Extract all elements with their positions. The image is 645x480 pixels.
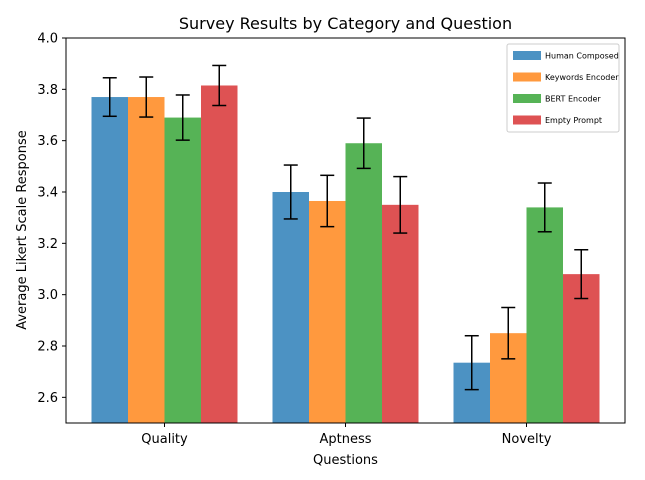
x-tick-label-novelty: Novelty	[502, 432, 552, 447]
y-tick-label: 3.8	[37, 83, 58, 98]
bar-keywords-encoder-aptness	[309, 200, 346, 423]
y-tick-label: 2.8	[37, 340, 58, 355]
x-tick-label-aptness: Aptness	[319, 432, 371, 447]
plot-area: 2.6 2.8 3.0 3.2 3.4 3.6 3.8 4.0 Quality Aptness No…	[37, 32, 626, 447]
legend-box	[506, 43, 620, 133]
y-axis-label: Average Likert Scale Response	[15, 130, 30, 330]
y-tick-label: 4.0	[37, 32, 58, 47]
bar-empty-prompt-aptness	[382, 204, 419, 423]
y-tick-label: 3.0	[37, 288, 58, 303]
y-tick-label: 3.6	[37, 134, 58, 149]
bar-human-composed-aptness	[272, 192, 309, 423]
bar-bert-encoder-quality	[164, 117, 201, 424]
legend-label: Keywords Encoder	[545, 73, 619, 82]
x-tick-label-quality: Quality	[141, 432, 188, 447]
legend-swatch	[513, 51, 541, 60]
legend: Human Composed Keywords Encoder BERT Encod…	[506, 43, 620, 133]
bar-keywords-encoder-quality	[128, 97, 165, 424]
legend-label: BERT Encoder	[545, 95, 601, 104]
legend-swatch	[513, 72, 541, 82]
y-tick-label: 3.4	[37, 186, 58, 201]
chart-title: Survey Results by Category and Question	[179, 14, 512, 33]
legend-swatch	[513, 115, 541, 125]
y-tick-label: 3.2	[37, 237, 58, 252]
legend-label: Empty Prompt	[545, 116, 602, 125]
bar-bert-encoder-aptness	[345, 143, 382, 423]
bar-empty-prompt-quality	[201, 85, 238, 423]
y-tick-label: 2.6	[37, 391, 58, 406]
bar-human-composed-quality	[91, 97, 128, 424]
legend-label: Human Composed	[545, 52, 619, 61]
bar-bert-encoder-novelty	[526, 207, 563, 423]
x-axis-label: Questions	[313, 453, 378, 468]
legend-swatch	[513, 94, 541, 103]
